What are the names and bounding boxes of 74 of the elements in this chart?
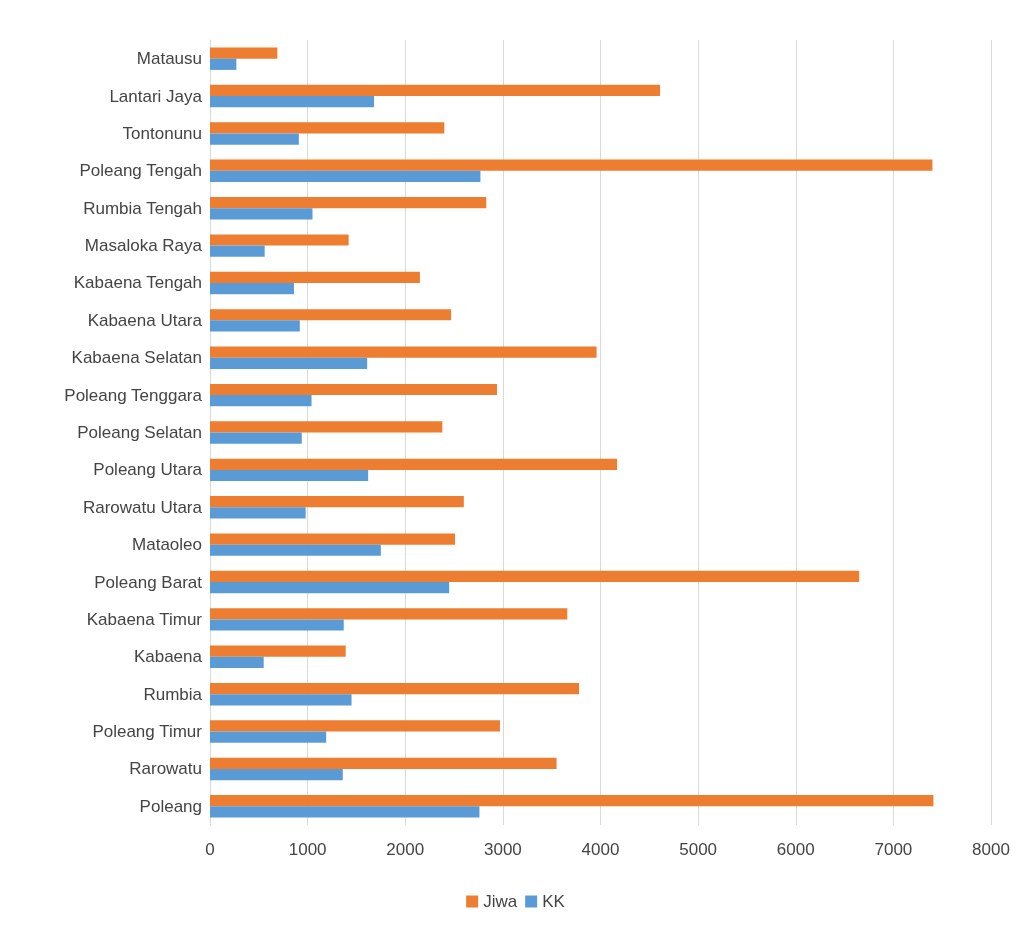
bar <box>210 84 661 97</box>
bar <box>210 533 456 545</box>
bar <box>210 570 860 583</box>
y-tick-label: Poleang Selatan <box>77 423 202 442</box>
y-tick-label: Matausu <box>136 49 202 69</box>
y-tick-label: Kabaena Utara <box>87 310 203 330</box>
y-tick-label: Poleang Tenggara <box>64 385 203 405</box>
bar <box>210 694 352 706</box>
x-tick-label: 8000 <box>972 840 1010 859</box>
x-tick-label: 5000 <box>679 840 718 859</box>
bar <box>210 271 420 283</box>
x-tick-label: 6000 <box>776 840 815 859</box>
bar <box>210 806 480 818</box>
bar <box>210 122 445 134</box>
bar <box>210 720 500 732</box>
bar <box>210 582 450 594</box>
bar <box>210 682 580 695</box>
x-tick-label: 4000 <box>581 840 620 859</box>
bar <box>210 133 299 145</box>
y-tick-label: Kabaena Selatan <box>71 348 202 368</box>
bar <box>210 458 618 470</box>
y-tick-label: Kabaena Timur <box>86 609 203 629</box>
bar <box>210 346 597 358</box>
bar <box>210 320 300 332</box>
y-tick-label: Kabaena <box>133 647 203 667</box>
legend-label: Jiwa <box>483 892 518 911</box>
bar <box>210 507 306 519</box>
bar <box>210 170 481 183</box>
bar <box>210 245 265 257</box>
y-tick-label: Lantari Jaya <box>109 86 203 106</box>
bar <box>210 357 368 369</box>
y-tick-label: Poleang Barat <box>94 572 203 592</box>
bar <box>210 619 344 631</box>
x-tick-label: 7000 <box>874 840 913 859</box>
y-tick-label: Poleang Tengah <box>79 161 202 181</box>
legend-label: KK <box>542 892 566 911</box>
bar <box>210 469 369 482</box>
bar <box>210 731 327 743</box>
y-tick-label: Rarowatu Utara <box>82 497 203 517</box>
bar <box>210 234 349 246</box>
bar <box>210 656 264 668</box>
bar <box>210 47 278 59</box>
bar <box>210 383 498 396</box>
y-tick-label: Rumbia <box>143 684 203 704</box>
y-tick-label: Kabaena Tengah <box>73 273 202 293</box>
y-tick-label: Masaloka Raya <box>84 236 203 256</box>
x-tick-label: 2000 <box>386 840 425 859</box>
bar <box>210 768 343 781</box>
bar <box>210 645 346 657</box>
y-tick-label: Rumbia Tengah <box>83 198 202 218</box>
x-tick-label: 0 <box>205 840 215 859</box>
y-tick-label: Poleang Utara <box>93 460 203 480</box>
bar <box>210 757 557 769</box>
bar <box>210 432 302 444</box>
bar <box>210 395 312 407</box>
y-tick-label: Rarowatu <box>129 759 202 779</box>
bar <box>210 421 443 433</box>
x-tick-label: 3000 <box>483 840 522 859</box>
bar <box>210 159 933 171</box>
bar <box>210 282 294 295</box>
bar <box>210 197 487 209</box>
x-tick-label: 1000 <box>288 840 327 859</box>
bar <box>210 309 452 321</box>
bar <box>210 58 237 70</box>
y-tick-label: Tontonunu <box>122 123 202 143</box>
y-tick-label: Poleang Timur <box>92 722 203 742</box>
y-tick-label: Mataoleo <box>132 535 202 555</box>
bar <box>210 96 375 108</box>
bar <box>210 795 934 807</box>
bar <box>210 496 464 508</box>
y-tick-label: Poleang <box>139 796 202 816</box>
bar <box>210 544 381 556</box>
bar <box>210 608 568 620</box>
bar <box>210 208 313 220</box>
